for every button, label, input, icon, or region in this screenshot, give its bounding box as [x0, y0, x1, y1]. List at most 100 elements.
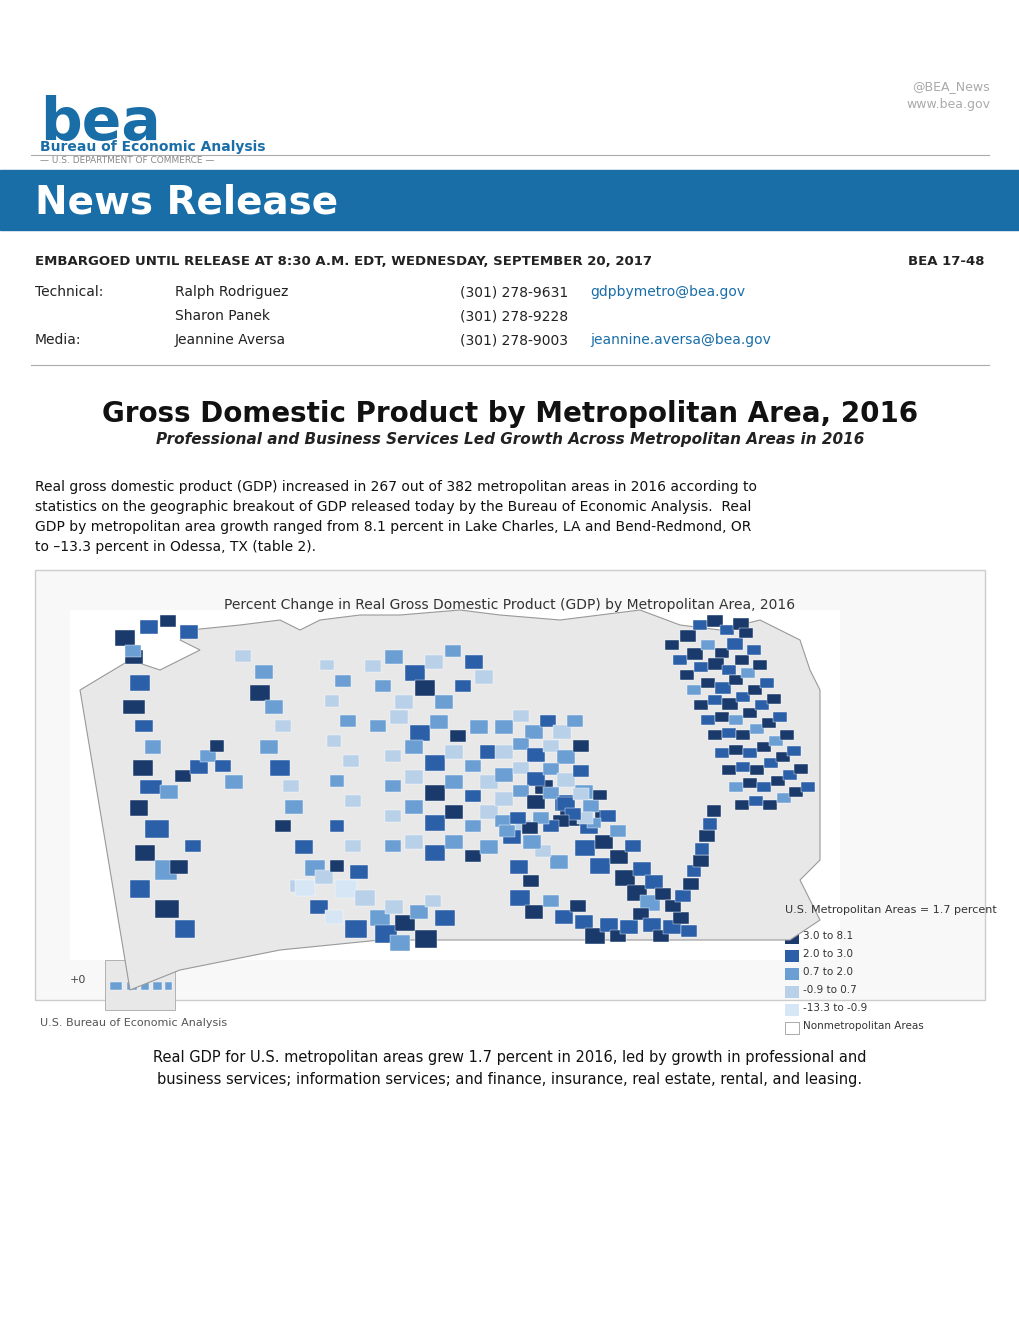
Bar — [125, 649, 143, 664]
Bar — [389, 935, 410, 950]
Text: EMBARGOED UNTIL RELEASE AT 8:30 A.M. EDT, WEDNESDAY, SEPTEMBER 20, 2017: EMBARGOED UNTIL RELEASE AT 8:30 A.M. EDT… — [35, 255, 651, 268]
Bar — [554, 909, 573, 924]
Bar — [129, 800, 148, 816]
Bar — [754, 700, 768, 710]
Bar — [527, 748, 544, 762]
Bar — [664, 900, 681, 912]
Bar — [325, 696, 338, 708]
Bar — [375, 925, 396, 942]
Bar — [681, 925, 696, 937]
Bar — [700, 715, 714, 725]
Text: Real gross domestic product (GDP) increased in 267 out of 382 metropolitan areas: Real gross domestic product (GDP) increa… — [35, 480, 756, 494]
Bar — [742, 708, 756, 718]
Bar — [535, 780, 552, 795]
Text: U.S. Bureau of Economic Analysis: U.S. Bureau of Economic Analysis — [40, 1018, 227, 1028]
Bar — [702, 818, 716, 830]
Bar — [654, 888, 671, 900]
Bar — [449, 730, 466, 742]
Bar — [627, 884, 646, 902]
Bar — [513, 762, 529, 774]
Bar — [609, 850, 628, 865]
Text: Jeannine Aversa: Jeannine Aversa — [175, 333, 286, 347]
Bar — [793, 764, 807, 774]
Bar — [700, 640, 714, 649]
Bar — [480, 840, 497, 854]
Bar — [583, 800, 598, 812]
Polygon shape — [79, 610, 819, 990]
Bar — [294, 840, 313, 854]
Bar — [687, 648, 702, 660]
Bar — [498, 825, 515, 837]
Bar — [687, 685, 700, 696]
Bar — [749, 723, 763, 734]
Bar — [633, 862, 650, 876]
Bar — [680, 630, 695, 642]
Bar — [389, 710, 408, 723]
Bar — [525, 725, 542, 739]
Bar — [494, 792, 513, 807]
Bar — [539, 715, 555, 727]
Bar — [275, 820, 290, 832]
Bar — [465, 850, 481, 862]
Bar — [140, 780, 162, 795]
Text: Professional and Business Services Led Growth Across Metropolitan Areas in 2016: Professional and Business Services Led G… — [156, 432, 863, 447]
Bar — [680, 671, 693, 680]
Bar — [785, 1022, 798, 1034]
Bar — [210, 741, 224, 752]
Bar — [444, 836, 463, 849]
Bar — [184, 840, 201, 851]
Bar — [430, 715, 447, 729]
Bar — [140, 620, 158, 634]
Bar — [513, 785, 529, 797]
Bar — [415, 931, 436, 948]
Bar — [770, 776, 785, 785]
Bar — [344, 920, 367, 939]
Bar — [721, 766, 736, 775]
Bar — [766, 694, 781, 704]
Bar — [200, 750, 216, 762]
Bar — [785, 968, 798, 979]
Text: Technical:: Technical: — [35, 285, 103, 300]
Bar — [693, 700, 707, 710]
Bar — [132, 760, 153, 776]
Bar — [265, 700, 282, 714]
Bar — [165, 982, 172, 990]
Bar — [729, 781, 742, 792]
Bar — [580, 820, 597, 834]
Bar — [135, 719, 153, 733]
Bar — [747, 685, 761, 696]
Text: BEA 17-48: BEA 17-48 — [908, 255, 984, 268]
Bar — [444, 744, 463, 759]
Bar — [673, 655, 687, 665]
Bar — [179, 624, 198, 639]
Bar — [565, 808, 581, 820]
Bar — [527, 772, 544, 785]
Text: Bureau of Economic Analysis: Bureau of Economic Analysis — [40, 140, 265, 154]
Bar — [707, 657, 723, 671]
Bar — [384, 649, 403, 664]
Bar — [789, 787, 802, 797]
Bar — [394, 696, 413, 709]
Bar — [644, 875, 662, 888]
Bar — [609, 825, 626, 837]
Bar — [698, 830, 714, 842]
Bar — [344, 795, 361, 807]
Bar — [592, 789, 606, 800]
Bar — [542, 820, 558, 832]
Bar — [394, 915, 415, 931]
Text: Gross Domestic Product by Metropolitan Area, 2016: Gross Domestic Product by Metropolitan A… — [102, 400, 917, 428]
Bar — [480, 744, 497, 759]
Bar — [575, 840, 594, 855]
Bar — [425, 655, 442, 669]
Bar — [759, 678, 773, 688]
Text: News Release: News Release — [35, 183, 337, 220]
Bar — [714, 648, 729, 657]
Bar — [215, 760, 230, 772]
Bar — [714, 682, 731, 694]
Bar — [700, 678, 714, 688]
Bar — [415, 680, 434, 696]
Bar — [470, 719, 487, 734]
Bar — [633, 908, 648, 920]
Bar — [444, 805, 463, 818]
Bar — [533, 812, 548, 824]
